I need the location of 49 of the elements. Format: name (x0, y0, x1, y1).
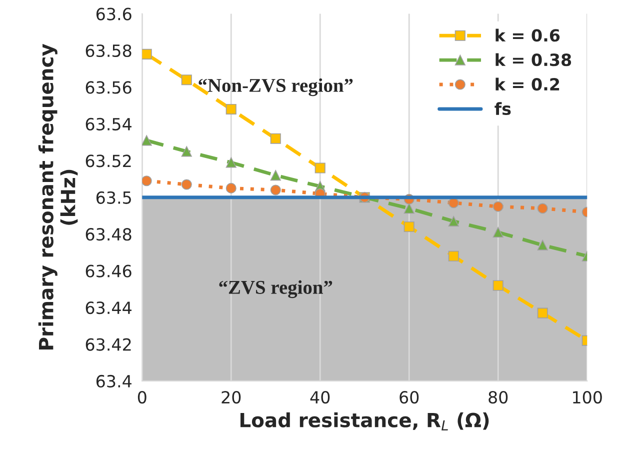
point (270, 170, 281, 181)
point (181, 179, 192, 190)
legend-label: k = 0.2 (496, 78, 560, 91)
point (270, 184, 281, 196)
point (314, 162, 326, 174)
y-tick-label: 63.6 (96, 8, 132, 20)
band-label: “ZVS region” (219, 280, 332, 298)
y-tick-label: 63.44 (86, 301, 132, 314)
y-tick-label: 63.56 (86, 81, 132, 94)
x-tick-label: 80 (488, 390, 508, 404)
point (404, 203, 414, 214)
point (492, 201, 504, 212)
x-tick-label: 0 (138, 390, 146, 404)
x-tick-label: 60 (400, 390, 419, 404)
y-tick-label: 63.5 (96, 191, 131, 204)
point (142, 176, 152, 186)
point (142, 135, 152, 146)
point (448, 198, 459, 208)
y-tick-label: 63.4 (96, 374, 132, 388)
x-tick-label: 20 (222, 390, 241, 404)
point (270, 133, 281, 144)
point (404, 221, 414, 232)
point (226, 157, 236, 168)
x-tick-label: 100 (573, 390, 602, 404)
x-tick-label: 40 (310, 390, 330, 404)
point (226, 182, 236, 194)
point (181, 146, 192, 157)
point (537, 203, 548, 214)
y-tick-label: 63.52 (86, 154, 131, 168)
y-tick-label: 63.42 (86, 338, 131, 351)
y-axis-title: Primary resonant frequency (kHz) (38, 44, 78, 350)
point (181, 74, 192, 86)
point (142, 48, 152, 60)
y-tick-label: 63.54 (86, 118, 132, 130)
point (448, 250, 459, 262)
point (537, 308, 548, 318)
legend-label: k = 0.6 (496, 28, 560, 42)
y-tick-label: 63.46 (86, 264, 132, 278)
point (492, 280, 504, 291)
legend-label: k = 0.38 (496, 53, 572, 66)
y-tick-label: 63.48 (86, 228, 132, 241)
point (537, 240, 548, 250)
annotation: “Non-ZVS region” (198, 78, 353, 96)
point (448, 216, 459, 227)
y-tick-label: 63.58 (86, 44, 132, 58)
point (492, 226, 504, 238)
point (226, 104, 236, 115)
x-axis-title: Load resistance, R$_{L}$ (Ω) (240, 412, 489, 430)
legend-label: fs (494, 102, 511, 116)
